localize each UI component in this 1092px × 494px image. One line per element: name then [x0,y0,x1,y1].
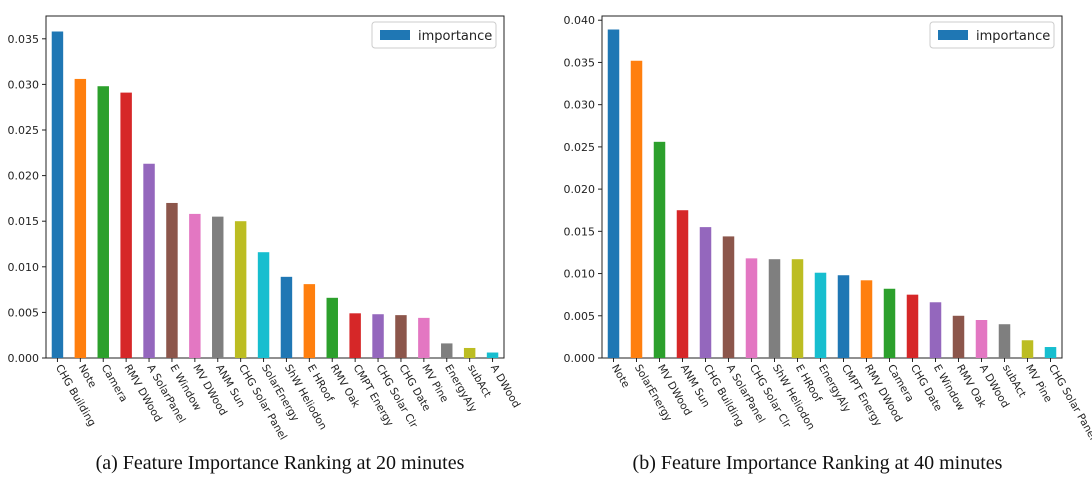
caption-a: (a) Feature Importance Ranking at 20 min… [95,452,465,474]
bar-energyaly [441,343,453,358]
bar-chg-solar-clr [745,258,758,358]
bar-note [607,29,620,359]
y-tick-label: 0.010 [564,268,596,281]
x-tick-label: CHG Solar Panel [1046,363,1092,443]
bar-mv-pine [1021,340,1034,358]
bar-shw-heliodon [768,259,781,358]
bar-cmpt-energy [349,313,361,358]
y-tick-label: 0.020 [8,170,40,183]
bar-anm-sun [676,210,689,358]
y-tick-label: 0.035 [564,56,596,69]
bar-energyaly [814,272,827,358]
bar-camera [883,288,896,358]
legend: importance [929,21,1055,49]
bar-e-hroof [791,259,804,358]
bar-chg-building [51,31,64,359]
bar-chg-solar-clr [372,314,384,358]
bar-a-dwood [975,320,988,358]
caption-b: (b) Feature Importance Ranking at 40 min… [632,452,1003,474]
bar-solarenergy [257,252,270,358]
y-tick-label: 0.000 [8,352,40,365]
bar-e-window [166,202,178,358]
y-tick-label: 0.025 [8,124,40,137]
y-tick-label: 0.015 [8,215,40,228]
bar-chg-date [395,315,407,358]
bar-anm-sun [212,216,224,358]
legend-box [371,21,497,49]
bar-a-solarpanel [143,163,155,358]
y-tick-label: 0.000 [564,352,596,365]
y-tick-label: 0.030 [8,78,40,91]
y-tick-label: 0.040 [564,14,596,27]
x-tick-label: Note [76,363,99,391]
legend-box [929,21,1055,49]
bar-rmv-oak [326,297,338,358]
legend-label: importance [976,29,1050,44]
bar-mv-dwood [653,141,666,358]
bar-chg-solar-panel [1044,347,1057,358]
bar-rmv-oak [952,315,965,358]
bar-shw-heliodon [280,276,293,358]
plot-frame [601,15,1063,359]
legend-swatch [380,30,410,40]
legend-label: importance [418,29,492,44]
bar-subact [998,324,1011,358]
bar-mv-dwood [189,213,201,358]
bar-chg-date [906,294,919,358]
bar-e-hroof [303,284,316,358]
bar-camera [97,86,109,358]
plot-frame [45,15,505,359]
y-tick-label: 0.035 [8,33,40,46]
chart-b: 0.000 0.005 0.010 0.015 0.020 0.025 0.030 0.035… [564,14,1092,442]
y-tick-label: 0.005 [8,306,40,319]
bar-cmpt-energy [837,275,850,358]
y-tick-label: 0.005 [564,310,596,323]
y-tick-label: 0.025 [564,141,596,154]
y-tick-label: 0.010 [8,261,40,274]
bar-chg-building [699,227,712,358]
chart-a: 0.000 0.005 0.010 0.015 0.020 0.025 0.030 0.035… [8,15,522,442]
y-tick-label: 0.030 [564,99,596,112]
figure-canvas: 0.000 0.005 0.010 0.015 0.020 0.025 0.030 0.035… [8,14,1092,442]
bar-e-window [929,302,942,358]
bar-rmv-dwood [860,280,873,358]
bar-rmv-dwood [120,92,132,358]
bar-note [74,78,87,358]
bar-chg-solar-panel [234,221,247,358]
y-tick-label: 0.020 [564,183,596,196]
legend: importance [371,21,497,49]
bar-a-solarpanel [722,236,735,358]
y-tick-label: 0.015 [564,225,596,238]
bar-a-dwood [486,352,499,358]
bar-solarenergy [630,60,643,358]
bar-subact [463,347,476,358]
x-tick-label: Note [609,363,632,391]
bar-mv-pine [418,317,430,358]
x-tick-label: A DWood [488,363,522,410]
legend-swatch [938,30,968,40]
